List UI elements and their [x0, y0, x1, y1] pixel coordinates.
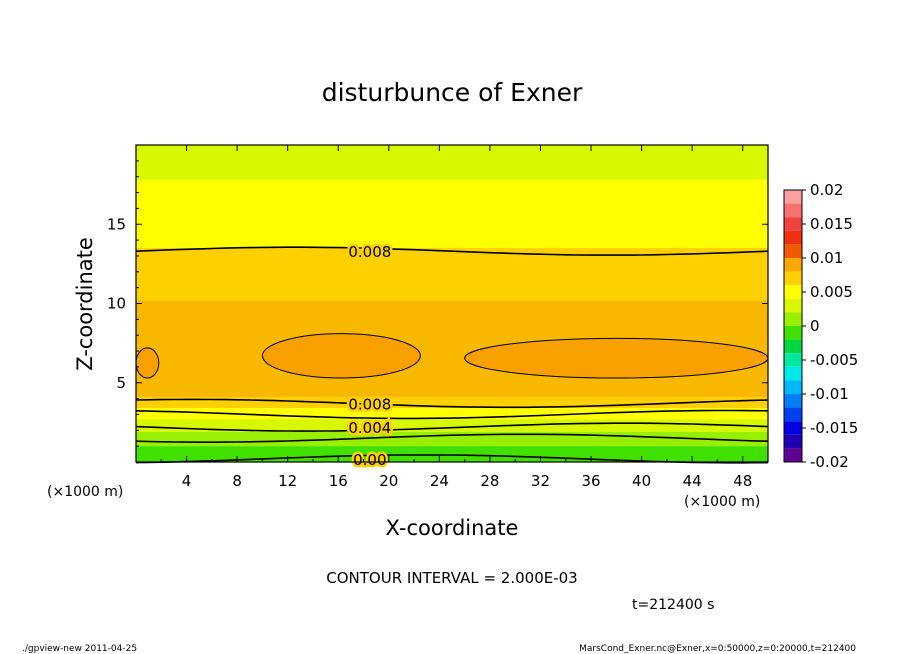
x-tick-label: 24	[430, 472, 449, 490]
contour-band	[136, 431, 768, 447]
colorbar-tick-label: 0.005	[810, 283, 853, 301]
contour-band	[136, 397, 768, 409]
colorbar-level	[784, 394, 802, 408]
footer-right: MarsCond_Exner.nc@Exner,x=0:50000,z=0:20…	[579, 644, 856, 654]
x-tick-label: 16	[329, 472, 348, 490]
x-tick-label: 48	[733, 472, 752, 490]
colorbar-level	[784, 353, 802, 367]
contour-line	[135, 398, 769, 409]
contour-label: 0.004	[348, 419, 391, 437]
contour-label: 0.008	[348, 243, 391, 261]
x-tick-label: 28	[480, 472, 499, 490]
z-unit-label: (×1000 m)	[47, 484, 123, 500]
contour-line	[135, 433, 769, 443]
maximum-region	[261, 333, 421, 379]
colorbar-tick-label: -0.02	[810, 453, 849, 471]
colorbar-level	[784, 244, 802, 258]
contour-label: 0.008	[348, 395, 391, 413]
colorbar-level	[784, 230, 802, 245]
colorbar-level	[784, 271, 802, 286]
colorbar-level	[784, 190, 802, 204]
x-axis-label: X-coordinate	[386, 516, 519, 540]
contour-band	[136, 179, 768, 249]
colorbar-tick-label: 0.02	[810, 181, 843, 199]
colorbar-tick-label: 0	[810, 317, 820, 335]
contour-label: 0.00	[353, 451, 386, 469]
x-tick-label: 4	[182, 472, 192, 490]
contour-band	[136, 419, 768, 432]
y-tick-label: 5	[116, 374, 126, 392]
x-tick-label: 44	[683, 472, 702, 490]
footer-left: ./gpview-new 2011-04-25	[22, 644, 137, 654]
x-axis-ticks: 4 8 12 16 20 24 28 32 36 40 44 48	[160, 145, 752, 490]
colorbar: 0.02 0.015 0.01 0.005 0 -0.005 -0.01 -0.015 -0.0…	[783, 181, 858, 471]
colorbar-level	[784, 258, 802, 272]
y-tick-label: 10	[107, 295, 126, 313]
maximum-region	[135, 347, 160, 379]
colorbar-level	[784, 434, 802, 449]
colorbar-level	[784, 217, 802, 231]
colorbar-level	[784, 326, 802, 340]
colorbar-tick-label: -0.01	[810, 385, 849, 403]
contour-line	[135, 409, 769, 420]
x-tick-label: 36	[581, 472, 600, 490]
contour-band	[136, 408, 768, 420]
x-tick-label: 8	[232, 472, 242, 490]
colorbar-level	[784, 448, 802, 462]
contour-line	[135, 422, 769, 432]
colorbar-level	[784, 407, 802, 422]
x-unit-label: (×1000 m)	[684, 494, 760, 510]
colorbar-tick-label: -0.005	[810, 351, 858, 369]
x-tick-label: 12	[278, 472, 297, 490]
colorbar-level	[784, 312, 802, 326]
y-axis-label: Z-coordinate	[73, 237, 97, 371]
colorbar-level	[784, 380, 802, 394]
contour-labels: 0.008 0.008 0.004 0.00	[346, 241, 394, 472]
contour-band	[136, 248, 768, 301]
colorbar-level	[784, 339, 802, 354]
colorbar-tick-label: 0.01	[810, 249, 843, 267]
maximum-region	[464, 337, 769, 379]
y-axis-ticks: 5 10 15	[107, 160, 768, 447]
contour-field	[136, 145, 768, 462]
y-tick-label: 15	[107, 215, 126, 233]
colorbar-level	[784, 298, 802, 313]
colorbar-level	[784, 366, 802, 381]
colorbar-level	[784, 421, 802, 435]
colorbar-level	[784, 203, 802, 218]
contour-line	[135, 246, 769, 256]
x-tick-label: 32	[531, 472, 550, 490]
x-tick-label: 40	[632, 472, 651, 490]
colorbar-tick-label: 0.015	[810, 215, 853, 233]
colorbar-level	[784, 285, 802, 299]
contour-interval-note: CONTOUR INTERVAL = 2.000E-03	[326, 569, 577, 587]
time-note: t=212400 s	[632, 597, 714, 613]
colorbar-tick-label: -0.015	[810, 419, 858, 437]
x-tick-label: 20	[379, 472, 398, 490]
chart-title: disturbunce of Exner	[322, 78, 583, 107]
contour-band	[136, 145, 768, 180]
